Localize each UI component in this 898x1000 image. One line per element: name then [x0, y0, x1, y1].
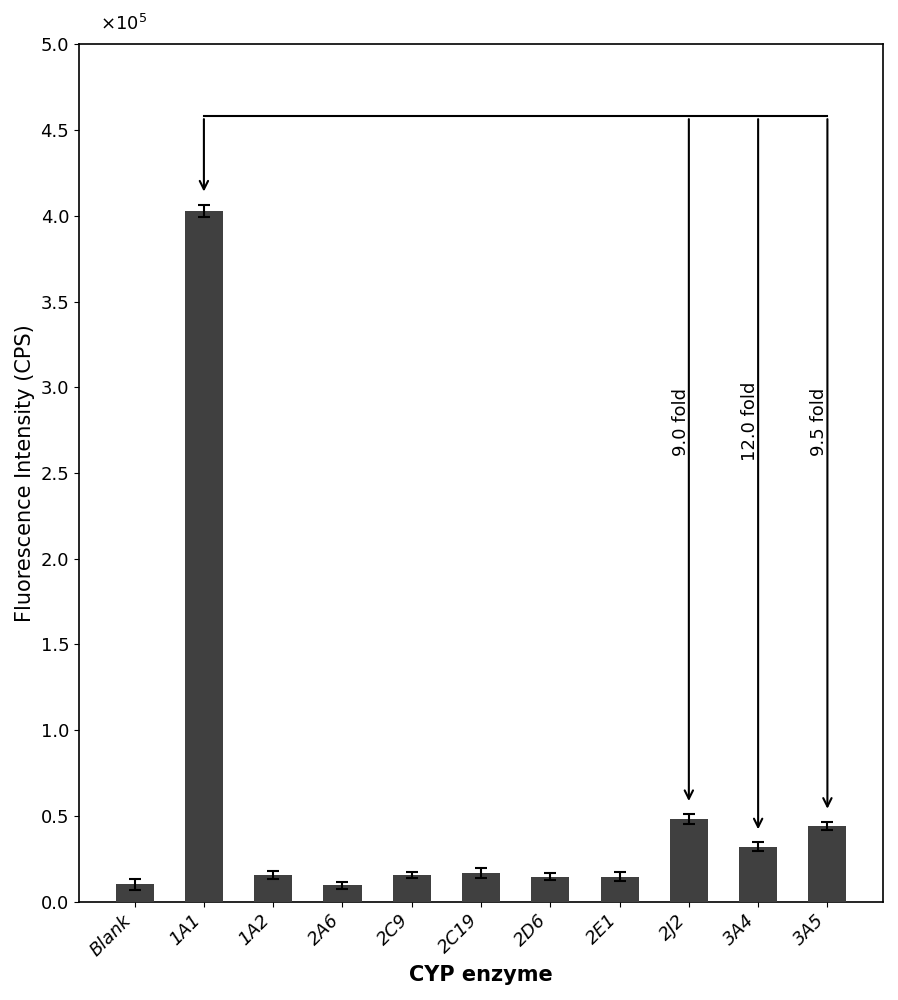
Text: 9.5 fold: 9.5 fold	[810, 387, 828, 456]
Bar	[601, 877, 638, 902]
Bar	[462, 873, 500, 902]
Text: $\times10^5$: $\times10^5$	[100, 14, 147, 34]
Text: 9.0 fold: 9.0 fold	[672, 388, 690, 456]
Bar	[323, 885, 362, 902]
Bar	[392, 875, 431, 902]
Bar	[532, 877, 569, 902]
Bar	[185, 211, 223, 902]
Text: 12.0 fold: 12.0 fold	[741, 382, 759, 461]
Bar	[116, 884, 154, 902]
Bar	[808, 826, 847, 902]
Bar	[670, 819, 708, 902]
Bar	[254, 875, 292, 902]
Bar	[739, 847, 777, 902]
Y-axis label: Fluorescence Intensity (CPS): Fluorescence Intensity (CPS)	[15, 324, 35, 622]
X-axis label: CYP enzyme: CYP enzyme	[409, 965, 553, 985]
